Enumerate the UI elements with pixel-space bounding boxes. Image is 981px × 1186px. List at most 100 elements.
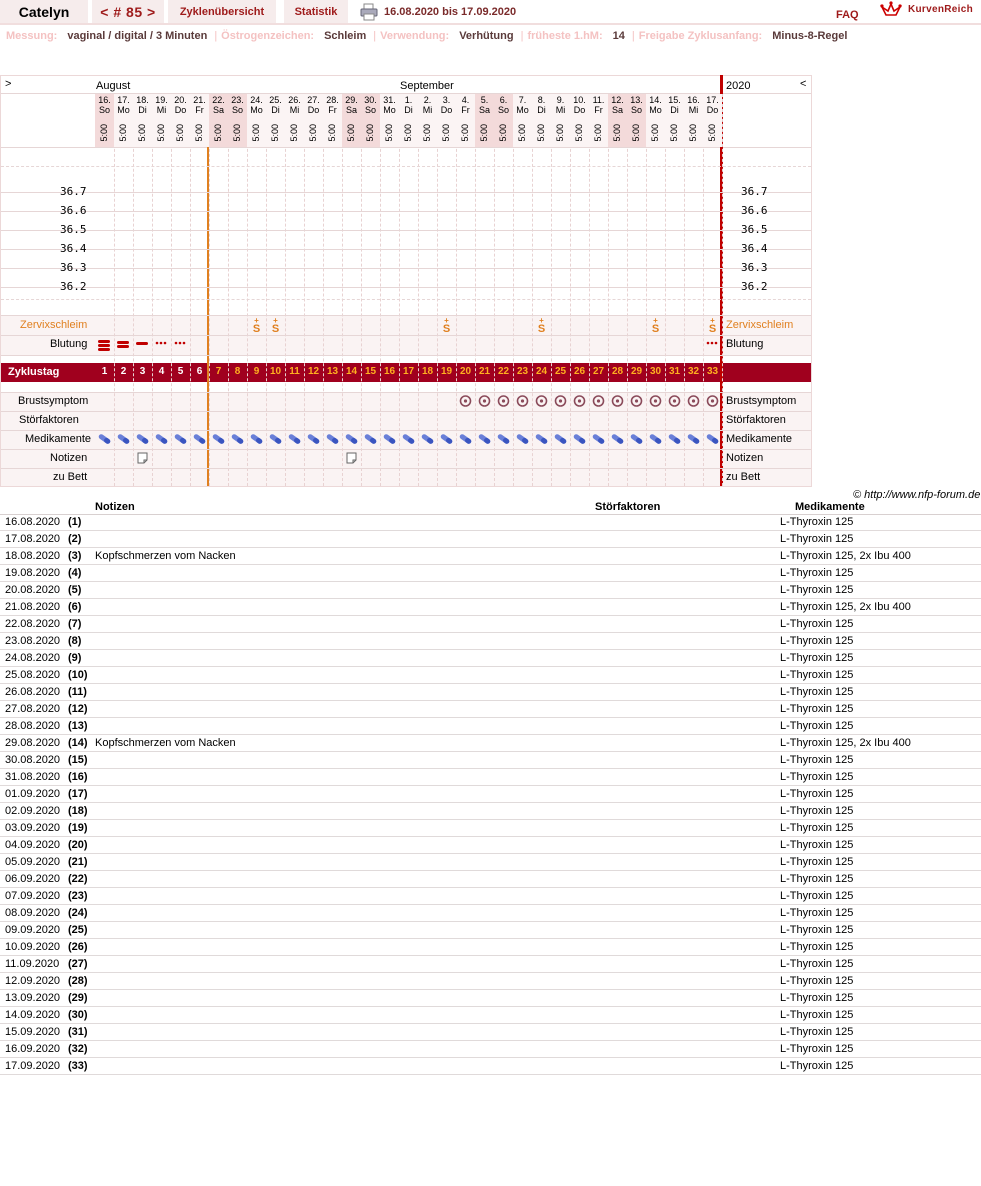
- table-row: 28.08.2020 (13) L-Thyroxin 125: [0, 718, 981, 735]
- day-date: 31.: [383, 95, 396, 105]
- day-date: 8.: [537, 95, 546, 105]
- day-header[interactable]: 25. Di 5:00: [266, 94, 285, 147]
- day-header[interactable]: 6. So 5:00: [494, 94, 513, 147]
- day-header[interactable]: 17. Do 5:00: [703, 94, 722, 147]
- temp-gridline: [1, 287, 811, 288]
- day-header[interactable]: 23. So 5:00: [228, 94, 247, 147]
- day-header[interactable]: 5. Sa 5:00: [475, 94, 494, 147]
- day-date: 13.: [630, 95, 643, 105]
- date-range: 16.08.2020 bis 17.09.2020: [384, 6, 517, 18]
- table-row: 15.09.2020 (31) L-Thyroxin 125: [0, 1024, 981, 1041]
- day-header[interactable]: 1. Di 5:00: [399, 94, 418, 147]
- day-header[interactable]: 31. Mo 5:00: [380, 94, 399, 147]
- grid-column: [133, 94, 134, 486]
- day-time: 5:00: [631, 124, 641, 142]
- day-header[interactable]: 9. Mi 5:00: [551, 94, 570, 147]
- day-header[interactable]: 12. Sa 5:00: [608, 94, 627, 147]
- setting-label: Freigabe Zyklusanfang:: [638, 30, 763, 42]
- cycle-day-number: 5: [177, 366, 184, 377]
- day-header[interactable]: 20. Do 5:00: [171, 94, 190, 147]
- day-header[interactable]: 30. So 5:00: [361, 94, 380, 147]
- day-header[interactable]: 13. So 5:00: [627, 94, 646, 147]
- day-header[interactable]: 21. Fr 5:00: [190, 94, 209, 147]
- day-header[interactable]: 7. Mo 5:00: [513, 94, 532, 147]
- grid-column: [266, 94, 267, 486]
- breast-symptom-icon: [665, 394, 684, 408]
- day-header[interactable]: 15. Di 5:00: [665, 94, 684, 147]
- cervix-mucus-icon: + S: [708, 316, 717, 335]
- day-header[interactable]: 17. Mo 5:00: [114, 94, 133, 147]
- medication-pill-icon: [532, 432, 551, 446]
- day-time: 5:00: [213, 124, 223, 142]
- day-header[interactable]: 2. Mi 5:00: [418, 94, 437, 147]
- row-date: 20.08.2020: [5, 584, 61, 596]
- faq-link[interactable]: FAQ: [836, 9, 859, 21]
- row-cycle-day: (12): [68, 703, 88, 715]
- day-header[interactable]: 22. Sa 5:00: [209, 94, 228, 147]
- grid-column: [532, 94, 533, 486]
- day-header[interactable]: 10. Do 5:00: [570, 94, 589, 147]
- note-icon[interactable]: [133, 451, 152, 465]
- settings-separator: |: [631, 30, 635, 42]
- breast-symptom-icon: [475, 394, 494, 408]
- cover-line-marker: [207, 147, 209, 486]
- day-time: 5:00: [365, 124, 375, 142]
- day-header[interactable]: 24. Mo 5:00: [247, 94, 266, 147]
- row-medication: L-Thyroxin 125: [780, 822, 854, 834]
- day-date: 6.: [499, 95, 508, 105]
- day-weekday: So: [231, 105, 243, 115]
- row-divider: [1, 411, 811, 412]
- row-cycle-day: (21): [68, 856, 88, 868]
- grid-column: [228, 94, 229, 486]
- day-weekday: Di: [537, 105, 546, 115]
- cycle-day-number: 23: [516, 366, 529, 377]
- tab-cycle-overview[interactable]: Zyklenübersicht: [168, 0, 276, 23]
- cycle-day-number: 22: [497, 366, 510, 377]
- cycle-day-number: 4: [158, 366, 165, 377]
- day-date: 10.: [573, 95, 586, 105]
- table-row: 02.09.2020 (18) L-Thyroxin 125: [0, 803, 981, 820]
- day-header[interactable]: 8. Di 5:00: [532, 94, 551, 147]
- row-cycle-day: (6): [68, 601, 82, 613]
- row-label-bed: zu Bett: [53, 471, 88, 483]
- day-header[interactable]: 27. Do 5:00: [304, 94, 323, 147]
- day-header[interactable]: 11. Fr 5:00: [589, 94, 608, 147]
- day-header[interactable]: 26. Mi 5:00: [285, 94, 304, 147]
- day-header[interactable]: 16. Mi 5:00: [684, 94, 703, 147]
- grid-column: [304, 94, 305, 486]
- nav-prev-arrow[interactable]: >: [5, 78, 12, 90]
- medication-pill-icon: [342, 432, 361, 446]
- grid-column: [513, 94, 514, 486]
- chart-layer: > < August September 2020 Zyklustag Zerv…: [0, 0, 981, 501]
- row-cycle-day: (24): [68, 907, 88, 919]
- cycle-navigator[interactable]: < # 85 >: [92, 0, 164, 23]
- day-header[interactable]: 18. Di 5:00: [133, 94, 152, 147]
- tab-statistics[interactable]: Statistik: [284, 0, 348, 23]
- month-september: September: [400, 80, 454, 92]
- medication-pill-icon: [551, 432, 570, 446]
- brand-logo[interactable]: KurvenReich: [908, 4, 973, 15]
- day-header[interactable]: 14. Mo 5:00: [646, 94, 665, 147]
- day-header[interactable]: 29. Sa 5:00: [342, 94, 361, 147]
- printer-icon[interactable]: [360, 3, 378, 24]
- bleeding-icon: [133, 337, 152, 353]
- setting-value: Schleim: [324, 30, 367, 42]
- medication-pill-icon: [399, 432, 418, 446]
- day-header[interactable]: 16. So 5:00: [95, 94, 114, 147]
- day-header[interactable]: 4. Fr 5:00: [456, 94, 475, 147]
- cycle-day-number: 26: [573, 366, 586, 377]
- temp-gridline-outer: [1, 166, 811, 167]
- day-header[interactable]: 3. Do 5:00: [437, 94, 456, 147]
- note-icon[interactable]: [342, 451, 361, 465]
- breast-symptom-icon: [570, 394, 589, 408]
- row-label-bleeding: Blutung: [50, 338, 88, 350]
- nav-next-arrow[interactable]: <: [800, 78, 807, 90]
- day-header[interactable]: 28. Fr 5:00: [323, 94, 342, 147]
- grid-column: [209, 94, 210, 486]
- row-label-cervix: Zervixschleim: [20, 319, 88, 331]
- medication-pill-icon: [665, 432, 684, 446]
- medication-pill-icon: [456, 432, 475, 446]
- day-header[interactable]: 19. Mi 5:00: [152, 94, 171, 147]
- bleeding-icon: [703, 337, 722, 353]
- row-cycle-day: (1): [68, 516, 82, 528]
